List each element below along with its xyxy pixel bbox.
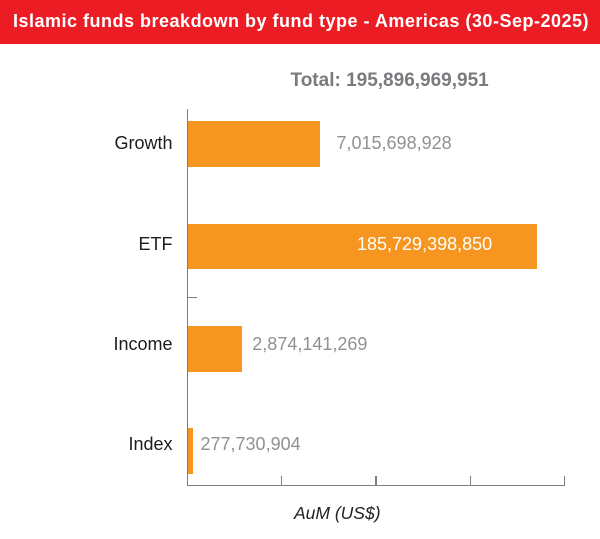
total-aum: Total: 195,896,969,951 <box>290 69 489 91</box>
x-axis-tick <box>375 476 377 486</box>
category-label-income: Income <box>113 333 173 354</box>
category-label-etf: ETF <box>138 233 173 254</box>
category-label-index: Index <box>128 434 173 455</box>
x-axis-label: AuM (US$) <box>294 503 381 524</box>
chart-title: Islamic funds breakdown by fund type - A… <box>13 11 589 32</box>
bar-income <box>188 325 243 372</box>
value-label-etf: 185,729,398,850 <box>357 233 493 254</box>
bar-etf <box>188 223 538 270</box>
bar-growth <box>188 121 321 167</box>
y-axis-mid-tick <box>187 297 197 299</box>
y-axis-line <box>186 108 189 487</box>
title-banner: Islamic funds breakdown by fund type - A… <box>0 0 600 44</box>
value-label-index: 277,730,904 <box>200 434 301 455</box>
x-axis-line <box>186 485 566 487</box>
category-label-growth: Growth <box>114 133 173 154</box>
x-axis-tick <box>563 476 566 486</box>
bar-index <box>188 428 194 474</box>
value-label-growth: 7,015,698,928 <box>336 133 452 154</box>
value-label-income: 2,874,141,269 <box>252 333 368 354</box>
x-axis-tick <box>469 476 471 486</box>
x-axis-tick <box>281 476 283 486</box>
